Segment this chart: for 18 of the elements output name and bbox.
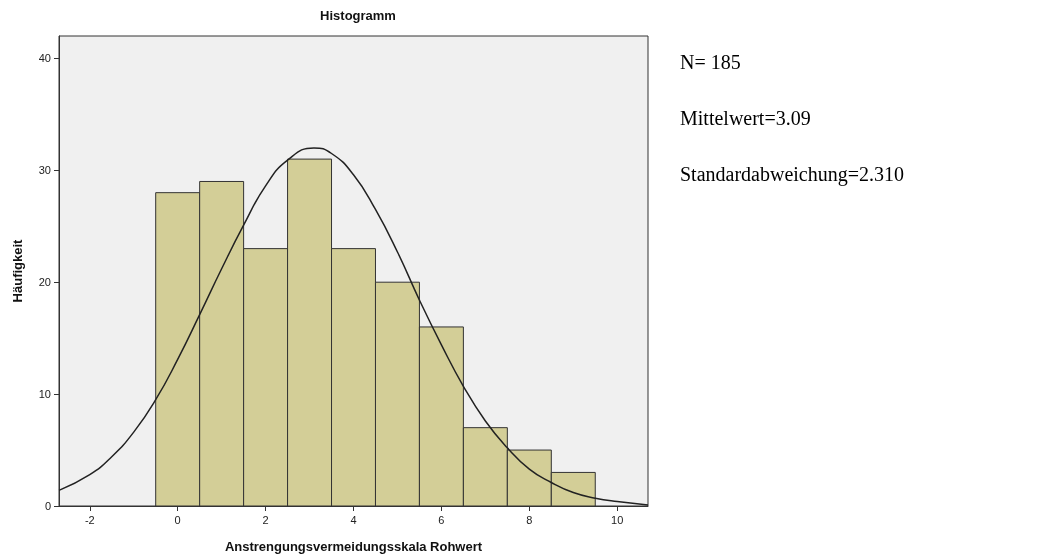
x-tick-label: -2 <box>84 513 95 526</box>
x-tick-label: 4 <box>350 513 357 526</box>
chart-title: Histogramm <box>320 8 396 23</box>
x-tick-label: 6 <box>438 513 445 526</box>
text: Mittelwert=3.09 <box>680 107 811 129</box>
y-tick-label: 0 <box>44 500 51 512</box>
text: Standardabweichung=2.310 <box>680 163 905 186</box>
y-tick-label: 10 <box>38 388 51 401</box>
x-tick-label: 10 <box>611 513 624 526</box>
x-tick-label: 8 <box>526 513 533 526</box>
y-tick-label: 40 <box>38 52 51 65</box>
text: N= 185 <box>680 51 741 73</box>
x-tick-label: 2 <box>262 513 269 526</box>
y-tick-label: 30 <box>38 164 51 177</box>
x-tick-label: 0 <box>174 513 181 526</box>
x-axis-title: Anstrengungsvermeidungsskala Rohwert <box>224 539 483 554</box>
y-tick-label: 20 <box>38 276 51 289</box>
y-axis-title: Häufigkeit <box>10 238 25 303</box>
